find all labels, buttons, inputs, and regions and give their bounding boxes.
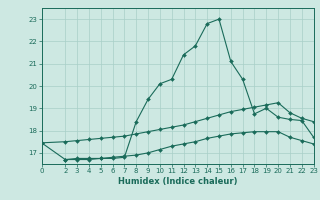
X-axis label: Humidex (Indice chaleur): Humidex (Indice chaleur) xyxy=(118,177,237,186)
